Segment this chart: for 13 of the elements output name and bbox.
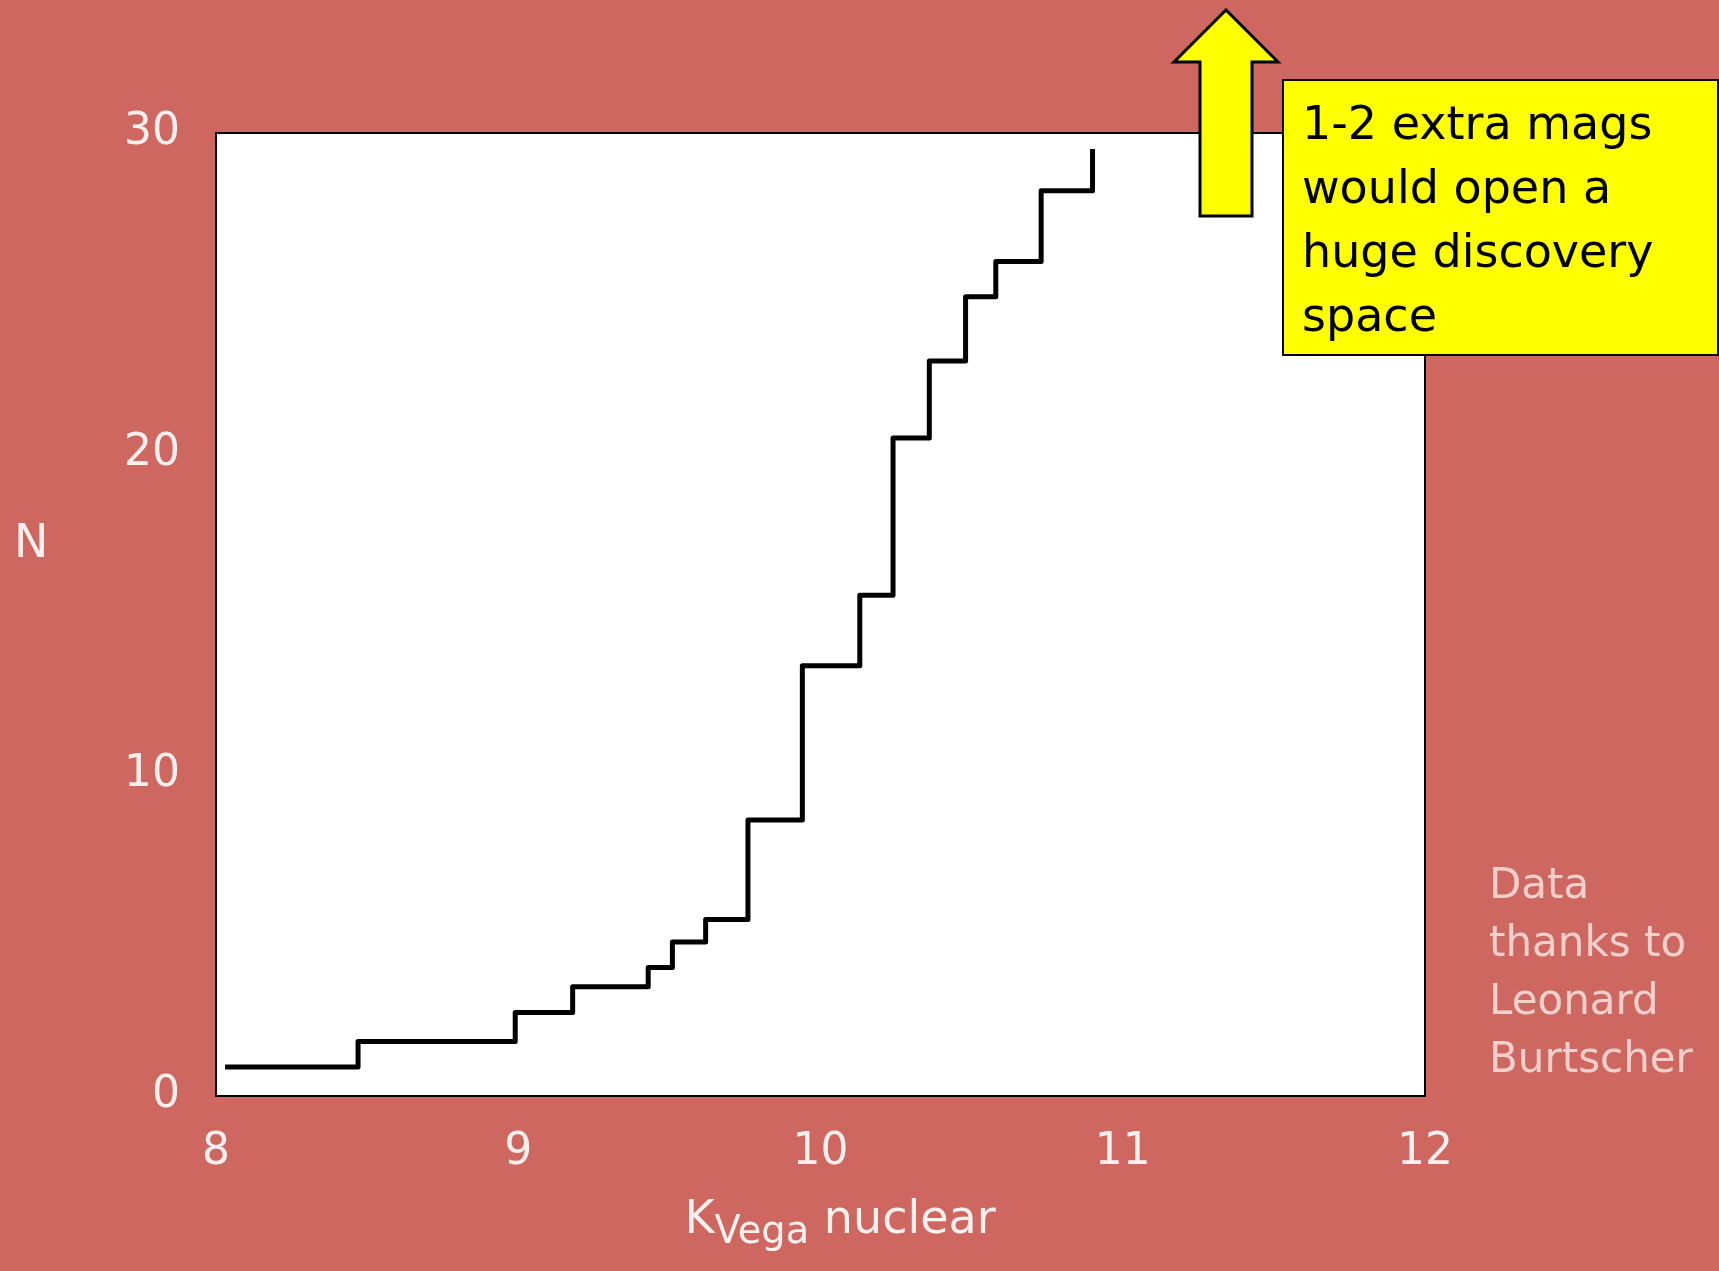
y-axis-title: N [14, 514, 49, 568]
text: Data thanks to Leonard Burtscher [1489, 858, 1694, 1084]
annotation: 1-2 extra mags would open a huge discovery space [1282, 79, 1719, 356]
y-tick-label: 10 [124, 745, 180, 797]
x-tick-label: 11 [1094, 1122, 1151, 1174]
y-tick-label: 20 [124, 424, 180, 476]
x-axis-title: K$_{Vega}$ nuclear [683, 1190, 997, 1253]
y-tick-label: 30 [124, 103, 180, 155]
x-tick-label: 12 [1397, 1122, 1453, 1174]
x-tick-label: 9 [504, 1122, 533, 1174]
y-tick-label: 0 [152, 1066, 180, 1118]
x-tick-label: 10 [792, 1122, 849, 1174]
x-tick-label: 8 [202, 1122, 230, 1174]
